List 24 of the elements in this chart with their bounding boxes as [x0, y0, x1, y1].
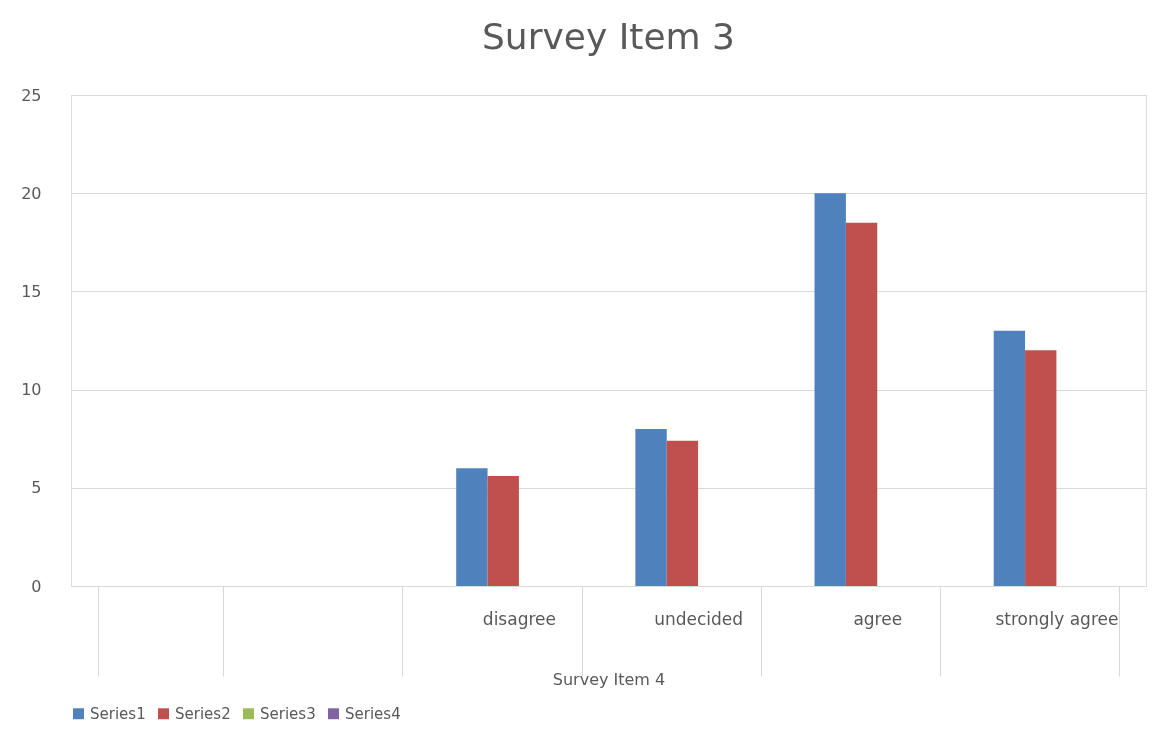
- y-tick-label: 5: [31, 478, 42, 498]
- bar: [635, 428, 667, 586]
- x-tick-label: undecided: [654, 608, 744, 629]
- legend-label: Series4: [345, 704, 401, 723]
- legend-label: Series3: [260, 704, 316, 723]
- x-axis-title: Survey Item 4: [552, 670, 666, 689]
- y-tick-label: 15: [21, 281, 42, 301]
- bar: [845, 222, 878, 586]
- chart-title: Survey Item 3: [482, 16, 735, 57]
- bar: [1025, 350, 1057, 586]
- bar: [814, 193, 846, 586]
- x-tick-label: disagree: [482, 608, 556, 629]
- y-tick-label: 10: [21, 380, 42, 400]
- bar: [666, 440, 699, 586]
- y-tick-label: 0: [31, 576, 42, 596]
- legend-label: Series2: [175, 704, 231, 723]
- y-tick-label: 25: [21, 85, 42, 105]
- bar: [993, 330, 1026, 586]
- bar: [456, 468, 488, 586]
- legend-label: Series1: [90, 704, 146, 723]
- y-tick-label: 20: [21, 183, 42, 203]
- bar: [487, 476, 519, 586]
- x-tick-label: agree: [853, 608, 903, 629]
- x-tick-label: strongly agree: [995, 608, 1119, 629]
